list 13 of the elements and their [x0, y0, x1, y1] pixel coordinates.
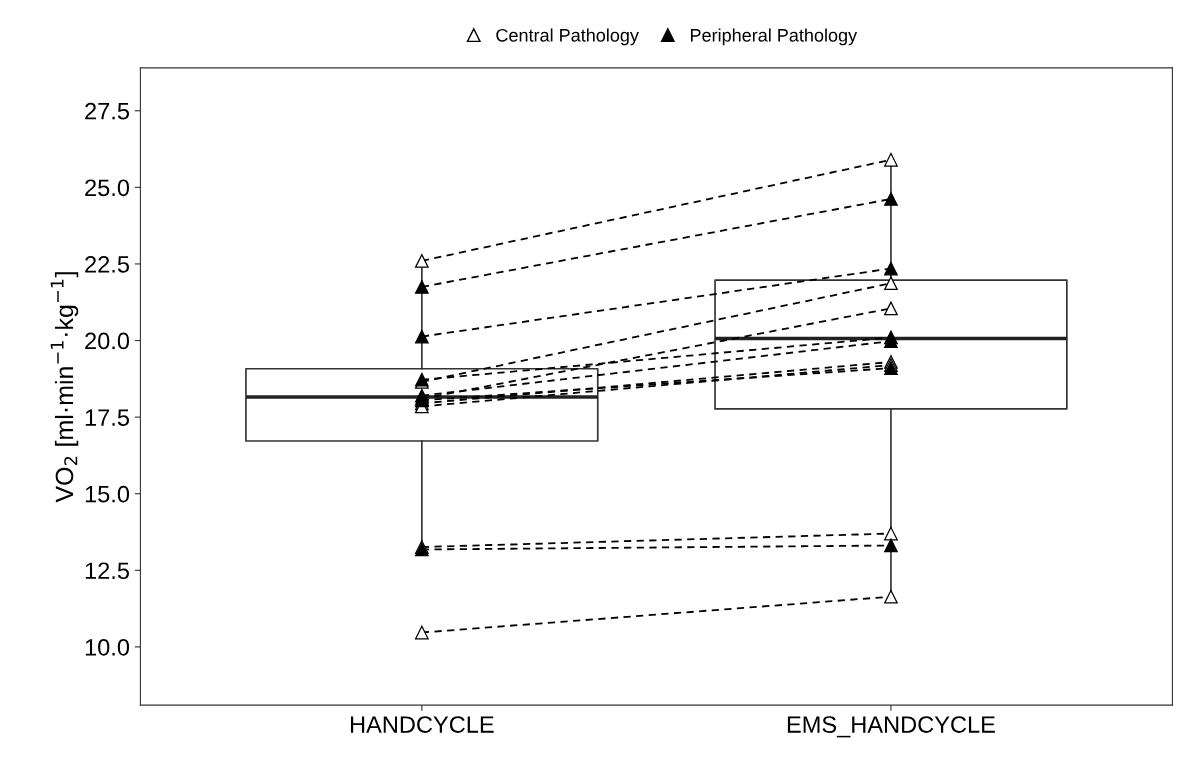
x-tick-label: HANDCYCLE	[350, 716, 494, 733]
y-tick-label: 22.5	[85, 256, 129, 273]
y-tick-label: 25.0	[85, 179, 130, 197]
y-tick-label: 27.5	[85, 102, 129, 120]
legend-label: Central Pathology	[496, 28, 639, 46]
legend-label: Peripheral Pathology	[690, 28, 858, 46]
y-axis-title: VO$_{2}$ [ml·min$^{−1}$·kg$^{−1}$]	[50, 272, 79, 503]
y-tick-label: 20.0	[85, 332, 130, 350]
x-tick-label: EMS_HANDCYCLE	[787, 716, 995, 738]
y-tick-label: 10.0	[85, 638, 130, 656]
y-tick-label: 17.5	[85, 409, 129, 426]
y-tick-label: 15.0	[85, 485, 130, 503]
y-tick-label: 12.5	[85, 562, 129, 580]
